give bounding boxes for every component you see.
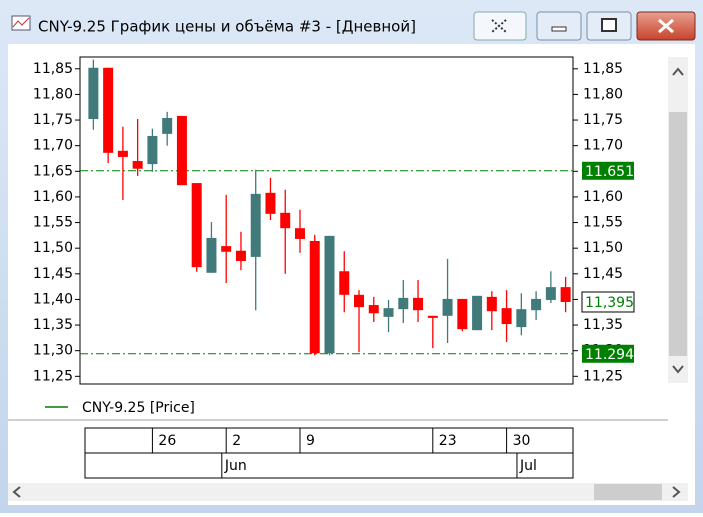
candle-body	[383, 308, 394, 317]
window-icon-line	[12, 17, 30, 28]
candle-body	[339, 271, 350, 295]
candle-body	[221, 246, 232, 252]
candle-body	[413, 297, 424, 311]
y-tick-label: 11,80	[33, 86, 73, 102]
v-scroll-thumb[interactable]	[669, 112, 687, 356]
y-tick-label: 11,55	[33, 215, 73, 231]
y-tick-label-right: 11,70	[583, 138, 623, 154]
last-price-box	[581, 291, 635, 313]
y-tick-label-right: 11,25	[583, 368, 623, 384]
y-tick-label: 11,35	[33, 317, 73, 333]
candle-body	[427, 315, 438, 318]
h-scroll-thumb[interactable]	[594, 484, 662, 500]
last-price-label: 11,395	[585, 295, 634, 311]
level-label: 11.651	[585, 164, 634, 180]
candle-body	[354, 294, 365, 308]
y-tick-label: 11,60	[33, 189, 73, 205]
level-label-box	[582, 344, 634, 363]
candle-body	[162, 117, 173, 134]
candle-body	[265, 192, 276, 214]
y-tick-label-right: 11,50	[583, 240, 623, 256]
x-tick-label: 9	[306, 433, 315, 449]
x-tick-label: 23	[439, 433, 457, 449]
candle-body	[250, 193, 261, 257]
candle-body	[88, 67, 99, 120]
x-tick-label: 26	[158, 433, 176, 449]
candle-body	[560, 287, 571, 302]
scroll-up-arrow[interactable]	[672, 67, 684, 76]
level-label: 11.294	[585, 347, 634, 363]
candle-body	[280, 212, 291, 229]
candle-body	[472, 295, 483, 331]
y-tick-label: 11,75	[33, 112, 73, 128]
y-tick-label: 11,25	[33, 368, 73, 384]
level-label-box	[582, 161, 634, 180]
month-label: Jun	[224, 458, 247, 474]
candle-body	[531, 298, 542, 311]
y-tick-label-right: 11,80	[583, 86, 623, 102]
candle-body	[501, 308, 512, 325]
candle-body	[294, 228, 305, 239]
y-tick-label: 11,85	[33, 61, 73, 77]
x-tick-label: 30	[513, 433, 531, 449]
candle-body	[147, 135, 158, 165]
y-tick-label-right: 11,75	[583, 112, 623, 128]
candle-body	[206, 237, 217, 273]
scroll-right-arrow[interactable]	[672, 486, 681, 498]
y-tick-label-right: 11,45	[583, 266, 623, 282]
candle-body	[176, 115, 187, 186]
candle-body	[398, 297, 409, 310]
window-title: CNY-9.25 График цены и объёма #3 - [Днев…	[38, 18, 416, 36]
y-tick-label-right: 11,60	[583, 189, 623, 205]
month-label: Jul	[519, 458, 537, 474]
scroll-left-arrow[interactable]	[12, 486, 21, 498]
y-tick-label-right: 11,35	[583, 317, 623, 333]
pin-icon	[491, 19, 507, 33]
candle-body	[442, 298, 453, 316]
candle-body	[545, 287, 556, 300]
candle-body	[103, 67, 114, 153]
candle-body	[132, 161, 143, 169]
candle-body	[457, 298, 468, 330]
candle-body	[191, 183, 202, 268]
y-tick-label: 11,70	[33, 138, 73, 154]
scroll-down-arrow[interactable]	[672, 365, 684, 374]
y-tick-label: 11,65	[33, 163, 73, 179]
minimize-icon	[551, 26, 567, 32]
close-icon	[658, 18, 674, 34]
candle-body	[309, 241, 320, 354]
maximize-icon	[601, 18, 617, 32]
legend-label: CNY-9.25 [Price]	[82, 400, 195, 416]
y-tick-label: 11,40	[33, 291, 73, 307]
h-scrollbar[interactable]	[8, 483, 688, 501]
candle-body	[368, 305, 379, 314]
y-tick-label: 11,30	[33, 343, 73, 359]
candle-body	[235, 250, 246, 261]
y-tick-label: 11,45	[33, 266, 73, 282]
candle-body	[516, 309, 527, 328]
candle-body	[117, 150, 128, 157]
y-tick-label-right: 11,85	[583, 61, 623, 77]
x-tick-label: 2	[232, 433, 241, 449]
y-tick-label-right: 11,55	[583, 215, 623, 231]
window-icon	[11, 15, 31, 31]
candle-body	[324, 235, 335, 354]
y-tick-label: 11,50	[33, 240, 73, 256]
candle-body	[486, 296, 497, 312]
minimize-button[interactable]	[536, 11, 582, 41]
